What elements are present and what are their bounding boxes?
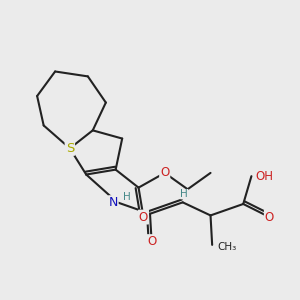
Text: N: N	[109, 196, 118, 209]
Text: H: H	[123, 192, 131, 203]
Text: H: H	[181, 189, 188, 199]
Text: O: O	[147, 235, 156, 248]
Text: OH: OH	[255, 170, 273, 183]
Text: O: O	[139, 211, 148, 224]
Text: CH₃: CH₃	[217, 242, 236, 251]
Text: S: S	[66, 142, 74, 155]
Text: O: O	[160, 167, 169, 179]
Text: O: O	[265, 211, 274, 224]
